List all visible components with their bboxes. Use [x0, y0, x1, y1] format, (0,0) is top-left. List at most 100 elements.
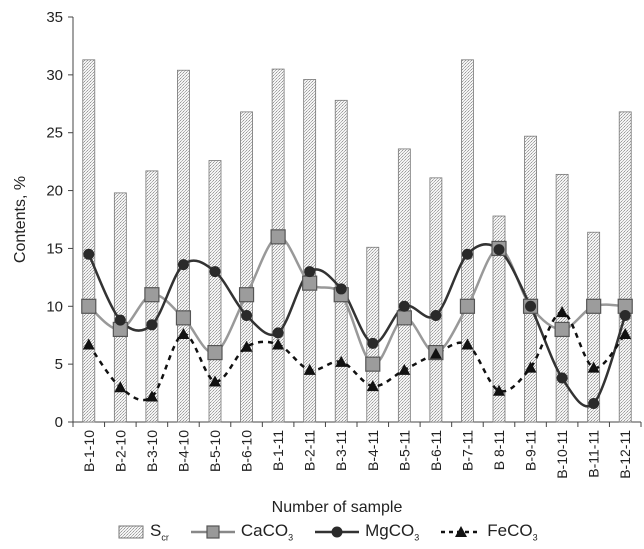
bar-scr: [618, 111, 632, 423]
line-caco3: [87, 235, 626, 366]
point-feco3: [272, 338, 285, 350]
point-mgco3: [493, 244, 505, 256]
x-tick-label: B-3-10: [144, 430, 160, 472]
point-feco3: [209, 375, 221, 387]
axes: [68, 16, 642, 427]
point-mgco3: [209, 266, 221, 278]
x-tick-label: B-4-10: [175, 430, 191, 472]
point-caco3: [586, 298, 602, 314]
y-tick-label: 15: [46, 240, 63, 257]
x-axis-title: Number of sample: [272, 499, 403, 516]
x-tick-label: B-1-11: [270, 430, 286, 471]
point-feco3: [493, 384, 505, 396]
point-caco3: [396, 310, 412, 326]
x-tick-label: B-5-10: [207, 430, 223, 472]
point-mgco3: [335, 283, 347, 295]
bars-layer: [82, 59, 632, 423]
point-mgco3: [83, 248, 95, 260]
bar-scr: [240, 111, 253, 423]
point-feco3: [145, 390, 158, 402]
legend-item-feco3: FeCO3: [441, 521, 538, 543]
bar-scr: [461, 59, 474, 423]
legend: Scr CaCO3 MgCO3 FeCO3: [118, 519, 538, 545]
point-caco3: [459, 298, 476, 314]
y-tick-label: 30: [46, 67, 63, 84]
point-caco3: [365, 356, 381, 372]
point-feco3: [556, 306, 569, 318]
x-tick-label: B-11-11: [586, 430, 602, 478]
point-feco3: [240, 340, 253, 352]
point-feco3: [461, 338, 474, 350]
x-tick-label: B-2-10: [112, 430, 128, 472]
point-feco3: [524, 361, 537, 373]
y-axis-title: Contents, %: [12, 176, 29, 263]
point-mgco3: [114, 314, 126, 326]
y-tick-label: 10: [46, 298, 63, 315]
bar-scr: [303, 79, 317, 423]
point-feco3: [429, 347, 442, 359]
legend-label-mgco3: MgCO3: [365, 521, 420, 543]
bar-scr: [177, 69, 190, 423]
line-mgco3: [87, 243, 627, 408]
point-mgco3: [398, 300, 410, 312]
x-tick-label: B-1-10: [81, 430, 97, 472]
x-tick-label: B-6-10: [239, 430, 255, 472]
x-tick-label: B-10-11: [554, 430, 570, 479]
point-mgco3: [304, 266, 316, 278]
legend-swatch-hatched-icon: [118, 525, 144, 539]
point-feco3: [82, 338, 95, 350]
bar-scr: [113, 192, 127, 423]
bar-scr: [397, 148, 411, 423]
line-feco3: [87, 310, 627, 402]
x-tick-label: B-7-11: [459, 430, 475, 471]
bar-scr: [429, 177, 443, 423]
x-tick-label: B-9-11: [523, 430, 539, 471]
x-tick-label: B-6-11: [428, 430, 444, 471]
point-caco3: [238, 287, 255, 303]
legend-item-caco3: CaCO3: [190, 521, 294, 543]
point-feco3: [303, 363, 316, 375]
point-mgco3: [556, 372, 568, 384]
point-mgco3: [619, 310, 631, 322]
x-tick-label: B-5-11: [396, 430, 412, 471]
point-feco3: [587, 361, 600, 373]
point-mgco3: [272, 327, 284, 339]
legend-label-caco3: CaCO3: [240, 521, 294, 543]
labels-layer: 0 5 10 15 20 25 30 35 B-1-10 B-2-10 B-3-10 B-4-10 B-…: [12, 9, 633, 516]
legend-label-feco3: FeCO3: [487, 521, 538, 543]
bar-scr: [524, 135, 537, 423]
bar-scr: [587, 231, 601, 423]
point-mgco3: [430, 310, 442, 322]
point-feco3: [619, 328, 632, 340]
y-tick-label: 35: [46, 9, 63, 26]
x-tick-label: B-4-11: [365, 430, 381, 471]
point-feco3: [177, 328, 190, 340]
y-tick-label: 5: [55, 356, 63, 373]
point-caco3: [302, 275, 318, 291]
point-feco3: [114, 381, 127, 393]
point-mgco3: [461, 248, 473, 260]
x-tick-label: B-12-11: [617, 430, 633, 479]
point-mgco3: [146, 319, 158, 331]
bar-scr: [271, 68, 285, 423]
legend-circle-line-icon: [315, 526, 360, 538]
point-mgco3: [525, 300, 537, 312]
point-feco3: [398, 363, 411, 375]
markers-layer: [81, 229, 633, 409]
point-mgco3: [588, 397, 600, 409]
y-tick-label: 25: [46, 125, 63, 142]
legend-item-scr: Scr: [118, 521, 169, 543]
point-caco3: [81, 298, 97, 314]
point-caco3: [207, 344, 223, 361]
x-tick-label: B-3-11: [333, 430, 349, 471]
bar-scr: [366, 246, 380, 423]
legend-square-line-icon: [190, 525, 235, 539]
bar-scr: [334, 99, 348, 423]
point-caco3: [144, 287, 160, 303]
point-caco3: [554, 321, 570, 338]
point-mgco3: [367, 337, 379, 349]
x-tick-label: B-2-11: [302, 430, 318, 471]
point-caco3: [175, 310, 192, 326]
point-feco3: [335, 355, 348, 367]
